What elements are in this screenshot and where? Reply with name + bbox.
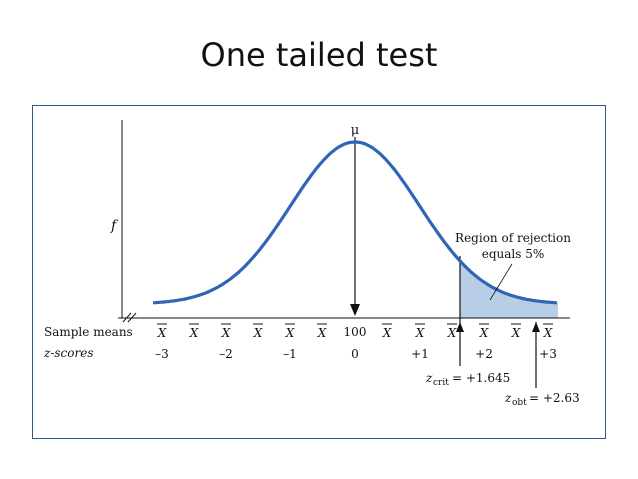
zobt-label: z obt = +2.63 <box>504 391 580 408</box>
xbar-label: X <box>317 326 327 340</box>
zcrit-label: z crit = +1.645 <box>425 371 510 388</box>
zscore-label: –1 <box>283 347 297 361</box>
zscore-label: –2 <box>219 347 233 361</box>
zscore-label: 0 <box>351 347 359 361</box>
xbar-label: X <box>543 326 553 340</box>
xbar-label: X <box>511 326 521 340</box>
zobt-arrow-head <box>532 322 540 332</box>
zcrit-value: = +1.645 <box>452 371 510 385</box>
y-axis-label: f <box>110 218 119 234</box>
slide-title: One tailed test <box>200 36 438 74</box>
xbar-label: X <box>415 326 425 340</box>
xbar-label: X <box>253 326 263 340</box>
zscore-label: +3 <box>539 347 557 361</box>
mu-label: μ <box>351 123 359 138</box>
xbar-label: X <box>285 326 295 340</box>
rejection-region-area <box>460 260 558 318</box>
rejection-label-pointer <box>489 263 513 301</box>
axis-break-mark <box>122 312 132 323</box>
xbar-label: X <box>157 326 167 340</box>
zscores-row-label: z-scores <box>43 346 93 360</box>
zcrit-arrow-head <box>456 322 464 332</box>
xbar-label: X <box>479 326 489 340</box>
zscore-label: +2 <box>475 347 493 361</box>
axis-break-mark <box>127 312 137 323</box>
xbar-label: X <box>221 326 231 340</box>
center-mean-value: 100 <box>344 325 367 339</box>
zscore-label: +1 <box>411 347 429 361</box>
sample-means-row-label: Sample means <box>44 325 133 339</box>
xbar-label: X <box>447 326 457 340</box>
xbar-label: X <box>382 326 392 340</box>
zscore-label: –3 <box>155 347 169 361</box>
zcrit-subscript: crit <box>433 378 449 388</box>
zobt-z: z <box>504 391 512 405</box>
diagram-frame <box>32 105 606 439</box>
mean-arrow-head <box>350 304 360 316</box>
normal-curve <box>152 140 558 305</box>
xbar-label: X <box>189 326 199 340</box>
zobt-subscript: obt <box>512 398 527 408</box>
zobt-value: = +2.63 <box>529 391 580 405</box>
rejection-label-line2: equals 5% <box>482 247 545 261</box>
zcrit-z: z <box>425 371 433 385</box>
rejection-label-line1: Region of rejection <box>455 231 571 245</box>
